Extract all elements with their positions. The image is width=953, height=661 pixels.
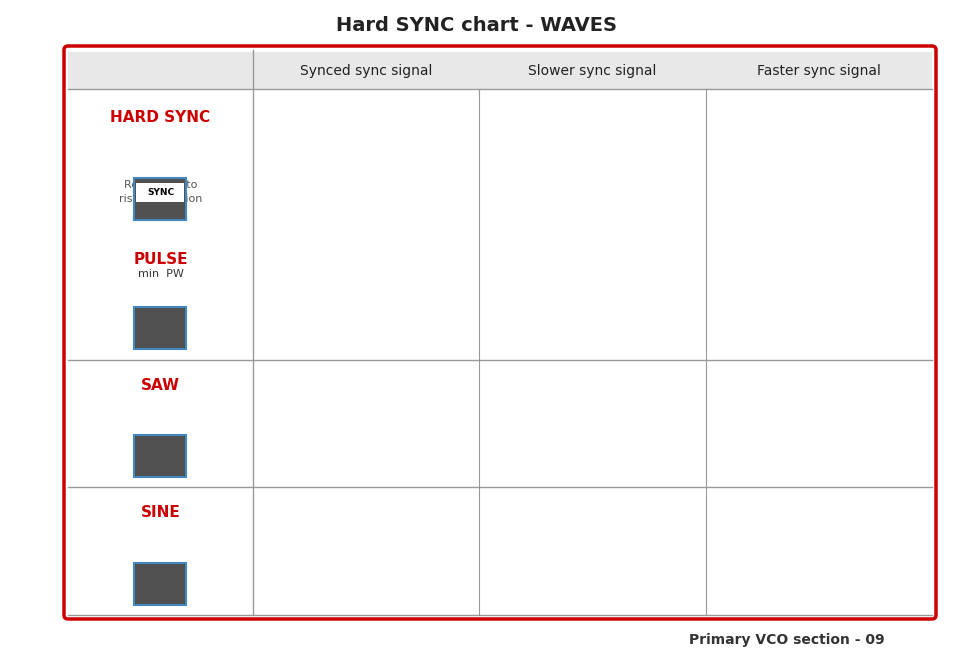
- Text: t: t: [459, 418, 463, 426]
- Text: Slower sync signal: Slower sync signal: [528, 63, 656, 78]
- Text: +5V: +5V: [714, 257, 732, 266]
- Text: Hard SYNC chart - WAVES: Hard SYNC chart - WAVES: [336, 16, 617, 35]
- Text: SINE: SINE: [140, 505, 180, 520]
- Text: +V: +V: [493, 118, 505, 126]
- Bar: [134, 178, 186, 220]
- Text: min  PW: min PW: [137, 269, 183, 279]
- Text: -5V: -5V: [718, 450, 732, 459]
- Text: t: t: [686, 290, 689, 299]
- Text: t: t: [459, 290, 463, 299]
- Text: -5V: -5V: [718, 323, 732, 332]
- Bar: [134, 563, 186, 605]
- Text: SYNC: SYNC: [147, 188, 173, 197]
- Text: +V: +V: [719, 118, 732, 126]
- Text: -5V: -5V: [492, 323, 505, 332]
- Text: Primary VCO section - 09: Primary VCO section - 09: [689, 633, 884, 647]
- Text: t: t: [459, 545, 463, 555]
- Bar: [134, 435, 186, 477]
- Text: -V: -V: [497, 192, 505, 202]
- Text: SAW: SAW: [141, 377, 180, 393]
- Text: -5V: -5V: [266, 323, 279, 332]
- Text: t: t: [912, 545, 916, 555]
- Text: Reset VCO to
rising direction: Reset VCO to rising direction: [119, 180, 202, 204]
- Text: -5V: -5V: [492, 578, 505, 587]
- Bar: [136, 182, 184, 202]
- Text: +5V: +5V: [714, 385, 732, 394]
- Text: -V: -V: [272, 192, 279, 202]
- Text: -5V: -5V: [492, 450, 505, 459]
- Text: t: t: [912, 290, 916, 299]
- Text: +5V: +5V: [488, 385, 505, 394]
- Bar: [134, 307, 186, 349]
- Text: HARD SYNC: HARD SYNC: [111, 110, 211, 126]
- Text: -V: -V: [723, 192, 732, 202]
- Text: t: t: [686, 155, 689, 164]
- Text: +5V: +5V: [488, 512, 505, 522]
- Text: +5V: +5V: [714, 512, 732, 522]
- Text: +5V: +5V: [261, 385, 279, 394]
- Text: t: t: [686, 545, 689, 555]
- Text: t: t: [912, 155, 916, 164]
- Text: -5V: -5V: [266, 578, 279, 587]
- Text: t: t: [459, 155, 463, 164]
- Text: t: t: [912, 418, 916, 426]
- Text: +V: +V: [267, 118, 279, 126]
- Text: Faster sync signal: Faster sync signal: [756, 63, 880, 78]
- Text: t: t: [686, 418, 689, 426]
- FancyBboxPatch shape: [64, 46, 935, 619]
- Text: +5V: +5V: [488, 257, 505, 266]
- Bar: [68, 52, 931, 89]
- Text: PULSE: PULSE: [133, 253, 188, 268]
- Text: -5V: -5V: [266, 450, 279, 459]
- Text: +5V: +5V: [261, 257, 279, 266]
- Text: Synced sync signal: Synced sync signal: [299, 63, 432, 78]
- Text: -5V: -5V: [718, 578, 732, 587]
- Text: +5V: +5V: [261, 512, 279, 522]
